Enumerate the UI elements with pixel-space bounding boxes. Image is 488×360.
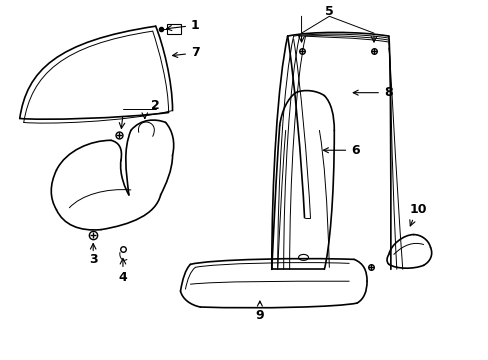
Ellipse shape xyxy=(298,255,308,260)
Text: 10: 10 xyxy=(409,203,427,216)
Text: 3: 3 xyxy=(89,253,97,266)
Text: 2: 2 xyxy=(151,99,160,112)
FancyBboxPatch shape xyxy=(166,24,181,34)
Text: 1: 1 xyxy=(166,19,200,32)
Text: 6: 6 xyxy=(323,144,359,157)
Text: 7: 7 xyxy=(172,46,200,59)
Text: 5: 5 xyxy=(325,5,333,18)
Text: 4: 4 xyxy=(118,271,127,284)
Text: 9: 9 xyxy=(255,301,264,322)
Text: 8: 8 xyxy=(352,86,392,99)
